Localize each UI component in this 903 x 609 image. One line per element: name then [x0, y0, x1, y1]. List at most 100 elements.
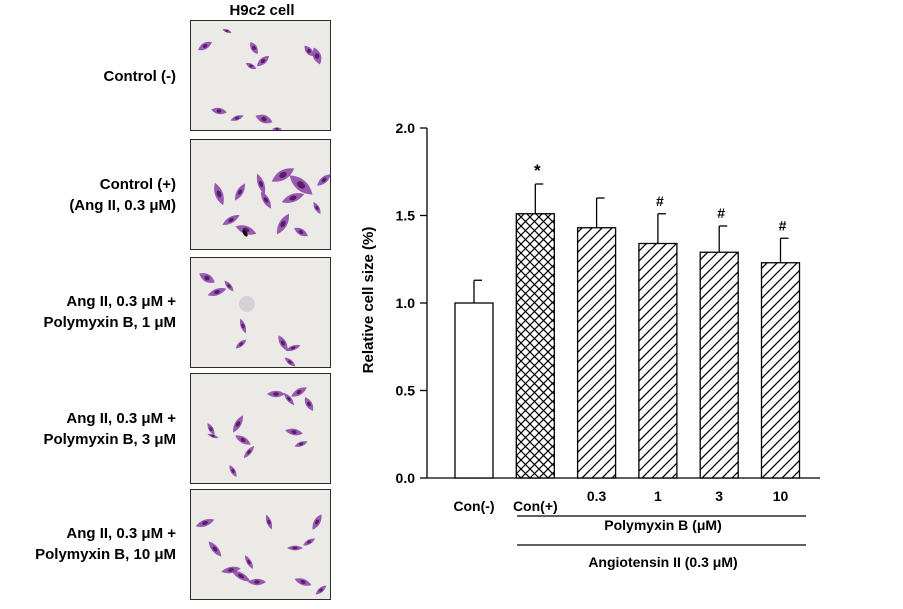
- stained-cell: [304, 45, 314, 57]
- stained-cell: [294, 578, 312, 586]
- stained-cell: [278, 335, 288, 351]
- micrograph-polymyxin-3: [190, 373, 331, 484]
- stained-cell: [207, 433, 219, 439]
- stained-cell: [283, 392, 295, 406]
- stained-cell: [289, 175, 313, 195]
- relative-cell-size-chart: 0.0 0.5 1.0 1.5 2.0 * # # # Con(-) Con(+) 0.3 1 3 10…: [360, 120, 820, 570]
- micrograph-polymyxin-1: [190, 257, 331, 368]
- y-tick-label: 1.0: [396, 295, 416, 311]
- row-label-line: (Ang II, 0.3 μM): [69, 197, 176, 214]
- stained-cell: [245, 62, 257, 70]
- row-label-line: Polymyxin B, 3 μM: [43, 431, 176, 448]
- angiotensin-group-label: Angiotensin II (0.3 μM): [588, 554, 737, 570]
- row-label-line: Ang II, 0.3 μM +: [66, 293, 176, 310]
- micrograph-control-neg: [190, 20, 331, 131]
- row-label-line: Polymyxin B, 1 μM: [43, 314, 176, 331]
- stained-cell: [267, 390, 285, 398]
- significance-marker: #: [717, 205, 725, 221]
- bar: [638, 242, 678, 479]
- stained-cell: [291, 387, 307, 397]
- stained-cell: [239, 318, 247, 334]
- stained-cell: [256, 55, 270, 67]
- micrograph-title: H9c2 cell: [229, 2, 295, 19]
- significance-marker: #: [779, 217, 787, 233]
- stained-cell: [199, 273, 215, 283]
- row-label-line: Ang II, 0.3 μM +: [66, 410, 176, 427]
- polymyxin-group-label: Polymyxin B (μM): [604, 517, 721, 533]
- stained-cell: [222, 214, 240, 226]
- x-tick-label: 10: [773, 488, 789, 504]
- micrograph-polymyxin-10: [190, 489, 331, 600]
- stained-cell: [272, 127, 282, 130]
- significance-marker: *: [534, 161, 541, 180]
- row-label-line: Polymyxin B, 10 μM: [35, 546, 176, 563]
- stained-cell: [317, 174, 330, 186]
- stained-cell: [198, 41, 212, 51]
- bar: [699, 251, 739, 479]
- stained-cell: [243, 445, 255, 459]
- micrograph-background: [191, 374, 330, 483]
- row-label-control-neg: Control (-): [0, 66, 176, 87]
- stained-cell: [248, 578, 266, 586]
- stained-cell: [235, 435, 251, 445]
- row-label-line: Ang II, 0.3 μM +: [66, 525, 176, 542]
- stained-cell: [211, 107, 227, 115]
- bar: [760, 262, 801, 479]
- row-label-polymyxin-3: Ang II, 0.3 μM + Polymyxin B, 3 μM: [0, 408, 176, 450]
- stained-cell: [287, 545, 303, 551]
- debris-spot: [242, 229, 248, 237]
- bar: [515, 213, 555, 479]
- stained-cell: [256, 173, 266, 195]
- y-tick-label: 0.0: [396, 470, 416, 486]
- bar: [454, 302, 494, 479]
- stained-cell: [294, 227, 308, 237]
- row-label-line: Control (-): [103, 68, 176, 85]
- stained-cell: [313, 201, 321, 215]
- y-tick-label: 1.5: [396, 208, 416, 224]
- micrograph-background: [191, 258, 330, 367]
- stained-cell: [304, 397, 314, 411]
- x-tick-label: 3: [715, 488, 723, 504]
- stained-cell: [234, 183, 246, 201]
- stained-cell: [224, 280, 234, 292]
- micrograph-background: [191, 21, 330, 130]
- stained-cell: [244, 555, 254, 569]
- stained-cell: [231, 570, 251, 582]
- stained-cell: [214, 182, 224, 206]
- stained-cell: [232, 415, 244, 433]
- stained-cell: [207, 288, 227, 296]
- micrograph-control-pos: [190, 139, 331, 250]
- stained-cell: [312, 514, 322, 530]
- debris-spot: [239, 296, 255, 312]
- stained-cell: [294, 441, 308, 447]
- x-tick-label: 1: [654, 488, 662, 504]
- stained-cell: [285, 344, 301, 352]
- stained-cell: [207, 422, 215, 436]
- y-tick-label: 0.5: [396, 383, 416, 399]
- stained-cell: [312, 47, 322, 65]
- stained-cell: [255, 114, 273, 124]
- row-label-polymyxin-1: Ang II, 0.3 μM + Polymyxin B, 1 μM: [0, 291, 176, 333]
- stained-cell: [315, 585, 327, 595]
- row-label-control-pos: Control (+) (Ang II, 0.3 μM): [0, 174, 176, 216]
- micrograph-background: [191, 140, 330, 249]
- stained-cell: [285, 428, 303, 436]
- stained-cell: [195, 519, 215, 527]
- significance-marker: #: [656, 193, 664, 209]
- stained-cell: [265, 514, 273, 530]
- x-tick-label: Con(-): [453, 498, 494, 514]
- stained-cell: [230, 115, 244, 121]
- y-axis-label: Relative cell size (%): [360, 227, 377, 374]
- stained-cell: [284, 357, 296, 367]
- stained-cell: [276, 213, 290, 235]
- stained-cell: [271, 168, 295, 182]
- stained-cell: [222, 29, 232, 33]
- stained-cell: [229, 464, 237, 478]
- x-tick-label: Con(+): [513, 498, 558, 514]
- bar: [576, 227, 617, 479]
- stained-cell: [302, 538, 316, 546]
- x-tick-label: 0.3: [587, 488, 607, 504]
- stained-cell: [208, 541, 222, 557]
- stained-cell: [235, 339, 247, 349]
- stained-cell: [260, 191, 272, 209]
